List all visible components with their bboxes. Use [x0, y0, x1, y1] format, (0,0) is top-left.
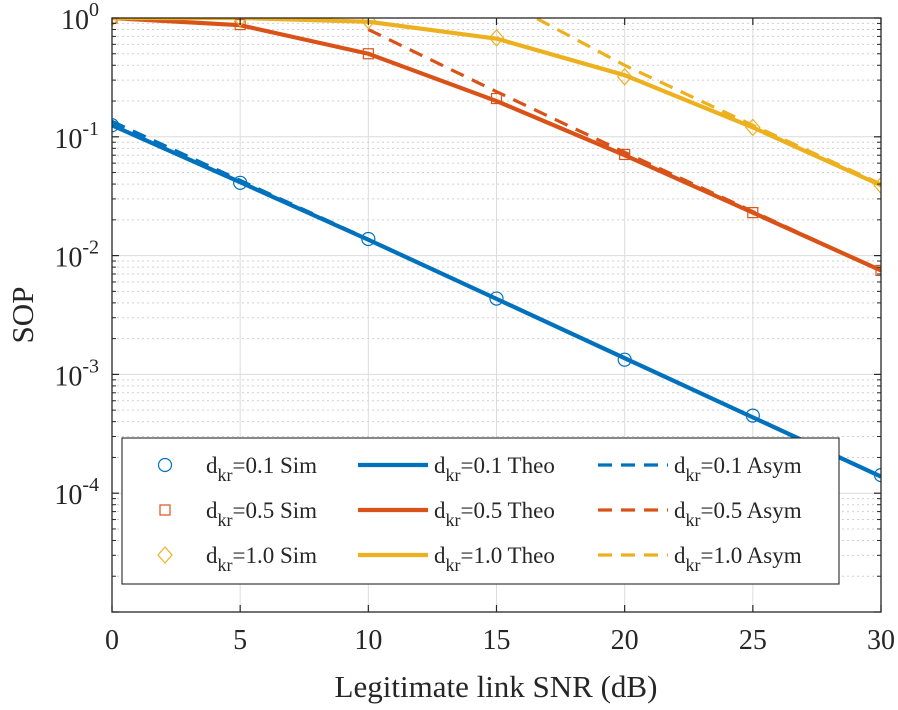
legend-entry-0: dkr=0.1 Sim [157, 453, 317, 485]
tick-layer: 0 5 10 15 20 25 30 100 10-1 10-2 10-3 10-4 [54, 0, 895, 656]
legend-marker-6 [157, 546, 173, 564]
y-tick-label: 10-3 [54, 355, 99, 392]
series-0-point-4 [617, 352, 632, 367]
series-0-point-6 [873, 468, 881, 483]
x-tick-label: 10 [354, 625, 382, 656]
series-3-point-6 [875, 264, 881, 277]
series-layer [112, 18, 881, 483]
x-tick-label: 15 [483, 625, 511, 656]
x-axis-label: Legitimate link SNR (dB) [335, 669, 658, 704]
series-3-point-4 [619, 148, 631, 161]
y-axis-label: SOP [5, 287, 40, 344]
y-tick-label: 10-1 [54, 118, 99, 155]
y-tick-label: 10-2 [54, 237, 99, 274]
legend-entry-2: dkr=0.1 Asym [598, 453, 802, 485]
series-0-point-5 [745, 408, 760, 423]
legend-label-6: dkr=1.0 Sim [206, 543, 317, 575]
series-6-point-1 [232, 18, 248, 27]
legend-marker-0 [157, 457, 173, 473]
series-8-line [532, 18, 881, 186]
series-6-point-3 [488, 28, 505, 47]
legend-box [121, 437, 840, 585]
legend-entry-7: dkr=1.0 Theo [358, 543, 555, 575]
legend-label-4: dkr=0.5 Theo [434, 498, 555, 530]
series-6-point-2 [360, 18, 377, 30]
y-tick-label: 10-4 [54, 474, 99, 511]
series-3-point-2 [362, 48, 374, 60]
legend-marker-3 [159, 504, 171, 516]
series-6-point-6 [873, 176, 881, 195]
legend-entry-3: dkr=0.5 Sim [159, 498, 317, 530]
series-1-line [112, 123, 881, 479]
legend-label-5: dkr=0.5 Asym [674, 498, 802, 530]
legend-entry-8: dkr=1.0 Asym [598, 543, 802, 575]
legend-label-1: dkr=0.1 Theo [434, 453, 555, 485]
y-tick-label: 100 [61, 0, 99, 36]
x-tick-label: 20 [611, 625, 639, 656]
series-0-point-0 [112, 118, 120, 133]
legend-label-3: dkr=0.5 Sim [206, 498, 317, 530]
x-tick-label: 0 [105, 625, 119, 656]
series-6-point-5 [745, 118, 761, 137]
legend-entry-6: dkr=1.0 Sim [157, 543, 317, 575]
legend: dkr=0.1 Sim dkr=0.5 Sim dkr=1.0 Sim dkr=0.1… [121, 437, 840, 585]
legend-entry-1: dkr=0.1 Theo [358, 453, 555, 485]
x-tick-label: 5 [233, 625, 247, 656]
legend-entry-4: dkr=0.5 Theo [358, 498, 555, 530]
legend-label-7: dkr=1.0 Theo [434, 543, 555, 575]
series-3-point-3 [490, 92, 503, 105]
series-0-point-1 [233, 175, 248, 190]
series-0-point-3 [489, 291, 504, 306]
series-0-point-2 [361, 231, 376, 247]
legend-label-8: dkr=1.0 Asym [674, 543, 802, 575]
series-6-point-4 [616, 67, 633, 86]
x-tick-label: 30 [867, 625, 895, 656]
series-3-point-5 [747, 207, 759, 219]
legend-entry-5: dkr=0.5 Asym [598, 498, 802, 530]
grid-layer [111, 18, 882, 612]
legend-label-2: dkr=0.1 Asym [674, 453, 802, 485]
x-tick-label: 25 [739, 625, 767, 656]
series-7-line [112, 18, 881, 188]
legend-label-0: dkr=0.1 Sim [206, 453, 317, 485]
